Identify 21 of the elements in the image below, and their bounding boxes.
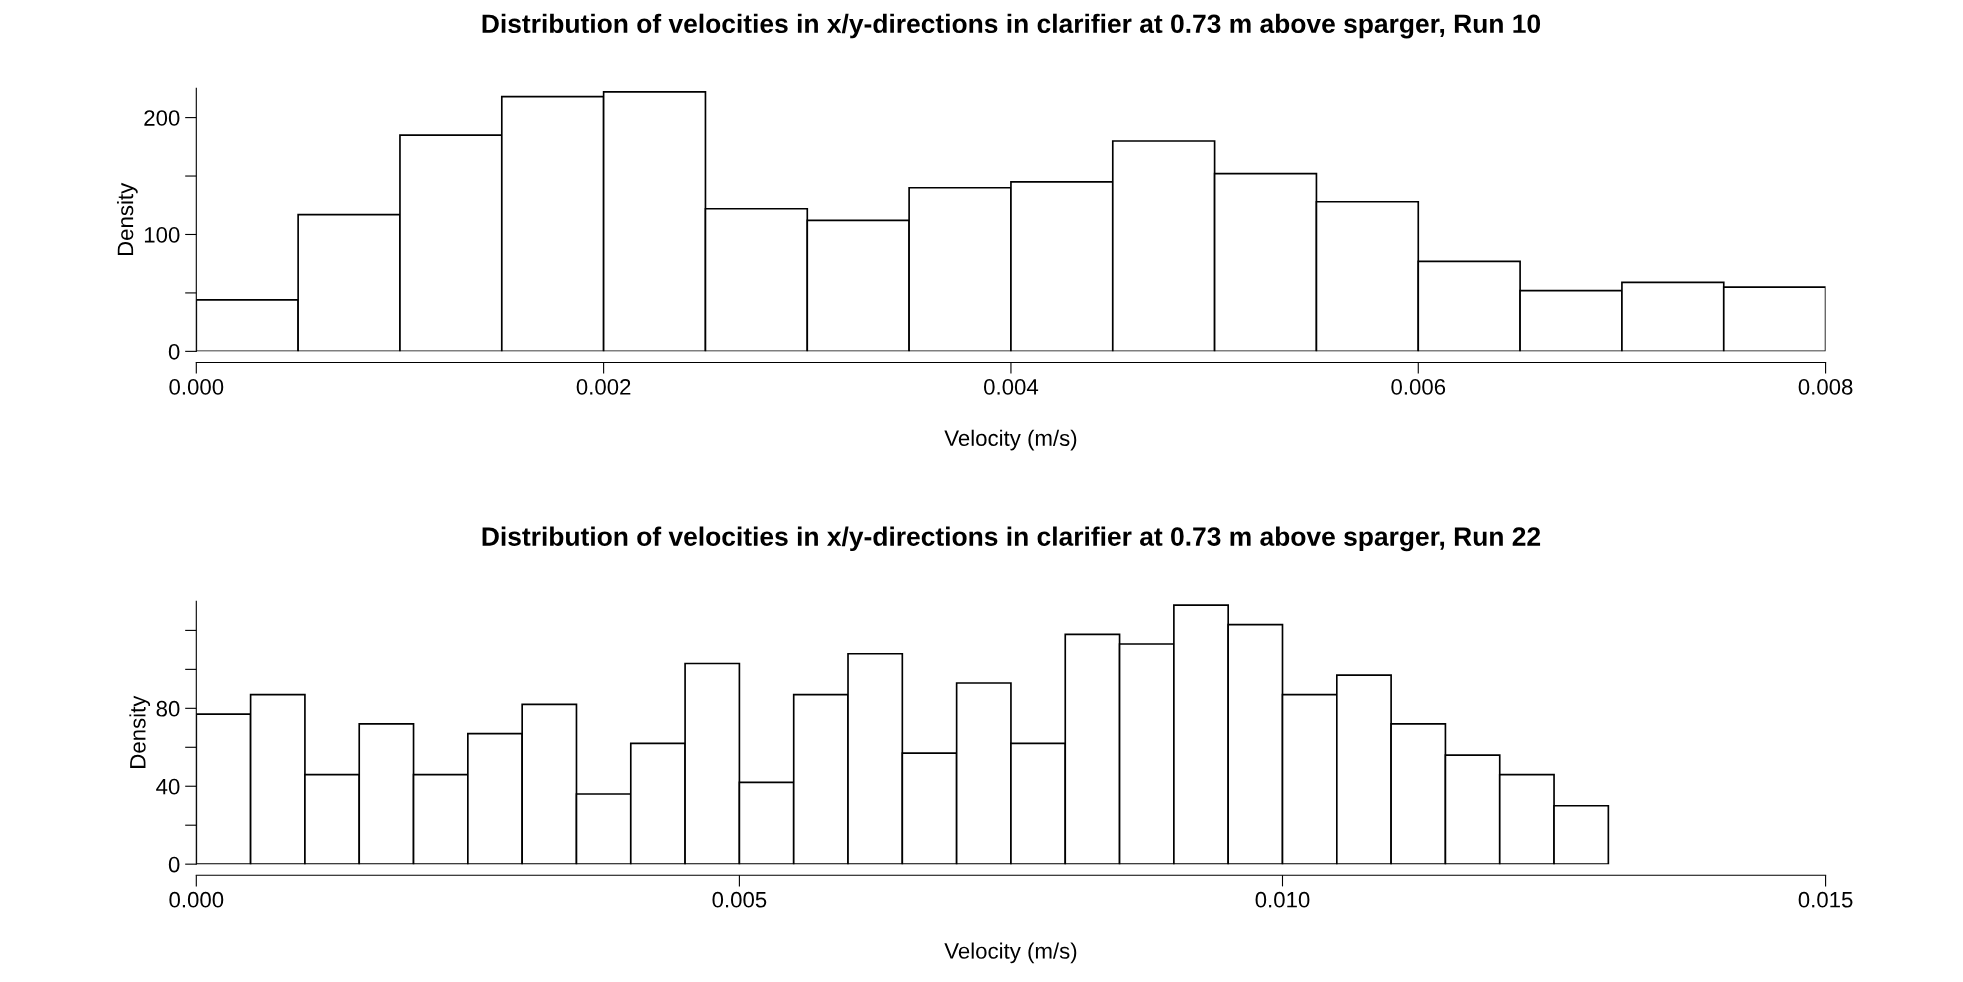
y-tick-label: 40 — [156, 778, 180, 795]
y-tick-label: 80 — [156, 700, 180, 717]
y-tick-label: 0 — [168, 856, 180, 873]
x-tick-label: 0.004 — [984, 379, 1039, 395]
y-axis-title: Density — [129, 695, 151, 768]
x-tick-label: 0.006 — [1391, 379, 1446, 395]
x-tick-label: 0.005 — [712, 891, 767, 908]
y-tick-label: 200 — [144, 110, 180, 126]
x-tick-label: 0.000 — [169, 891, 224, 908]
y-axis-title: Density — [116, 182, 138, 256]
x-tick-label: 0.015 — [1798, 891, 1853, 908]
x-tick-label: 0.002 — [576, 379, 631, 395]
x-axis-title: Velocity (m/s) — [944, 429, 1077, 451]
chart-title: Distribution of velocities in x/y-directions in clarifier at 0.73 m above sparger, Run 10 — [482, 13, 1541, 39]
x-tick-label: 0.000 — [169, 379, 224, 395]
chart-title: Distribution of velocities in x/y-directions in clarifier at 0.73 m above sparger, Run 22 — [482, 526, 1541, 552]
x-tick-label: 0.010 — [1255, 891, 1310, 908]
y-tick-label: 0 — [168, 343, 180, 360]
x-axis-title: Velocity (m/s) — [944, 942, 1077, 964]
y-tick-label: 100 — [144, 227, 180, 243]
x-tick-label: 0.008 — [1798, 379, 1853, 395]
